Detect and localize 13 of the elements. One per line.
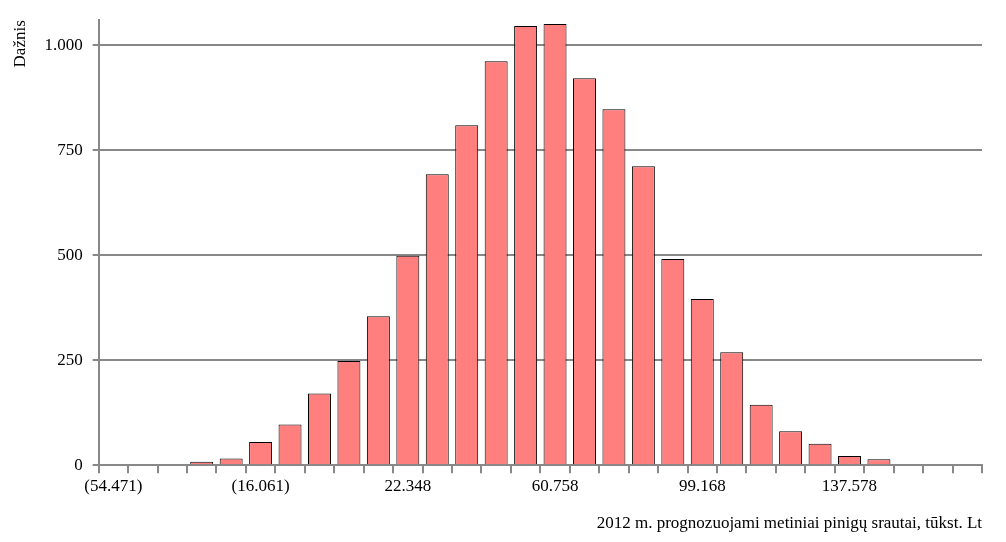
y-tick-label: 250 [57,349,83,369]
x-tick-label: 137.578 [821,475,878,495]
y-tick-label: 500 [57,244,83,264]
x-tick-label: (16.061) [231,475,290,495]
y-tick-label: 0 [74,454,83,474]
x-tick-label: 22.348 [384,475,432,495]
x-tick-label: 99.168 [678,475,726,495]
y-axis-title: Dažnis [9,20,29,68]
y-tick-label: 750 [57,139,83,159]
y-tick-label: 1.000 [44,34,83,54]
x-tick-label: 60.758 [531,475,579,495]
x-tick-label: (54.471) [84,475,143,495]
x-axis-title: 2012 m. prognozuojami metiniai pinigų srautai, tūkst. Lt [596,513,983,533]
